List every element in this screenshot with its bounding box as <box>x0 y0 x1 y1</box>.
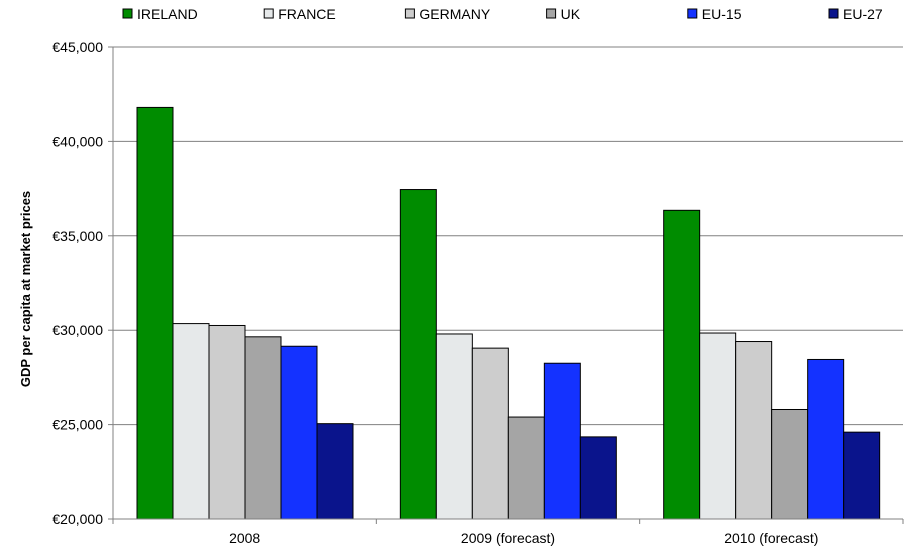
bars <box>136 106 881 520</box>
y-tick-label: €30,000 <box>52 322 103 338</box>
bar-uk-1 <box>244 336 282 520</box>
bar-eu-27-1 <box>316 423 354 520</box>
legend-label: FRANCE <box>278 6 336 22</box>
bar-eu-15-1 <box>280 345 318 520</box>
legend-swatch <box>404 8 415 19</box>
y-tick-label: €20,000 <box>52 511 103 527</box>
legend-label: IRELAND <box>137 6 198 22</box>
bar-eu-27-2 <box>579 436 617 520</box>
legend-swatch <box>828 8 839 19</box>
y-tick-label: €40,000 <box>52 133 103 149</box>
bar-germany-3 <box>735 341 773 520</box>
legend-swatch <box>687 8 698 19</box>
bar-ireland-3 <box>663 209 701 520</box>
bar-france-1 <box>172 323 210 520</box>
axes <box>108 46 904 524</box>
y-tick-labels: €20,000 €25,000 €30,000 €35,000 €40,000 €45,0… <box>52 39 103 527</box>
bar-ireland-2 <box>399 189 437 520</box>
legend: IRELAND FRANCE GERMANY UK EU-15 EU-27 <box>122 6 883 22</box>
bar-eu-15-3 <box>807 358 845 520</box>
legend-swatch <box>122 8 133 19</box>
bar-eu-27-3 <box>843 431 881 520</box>
bar-ireland-1 <box>136 106 174 520</box>
bar-uk-2 <box>507 416 545 520</box>
bar-france-3 <box>699 332 737 520</box>
legend-label: UK <box>561 6 581 22</box>
y-tick-label: €25,000 <box>52 417 103 433</box>
bar-germany-1 <box>208 324 246 520</box>
bar-france-2 <box>435 333 473 520</box>
x-tick-labels: 2008 2009 (forecast) 2010 (forecast) <box>229 530 818 546</box>
x-tick-label: 2010 (forecast) <box>724 530 818 546</box>
y-axis-title: GDP per capita at market prices <box>18 191 33 387</box>
legend-label: EU-27 <box>843 6 883 22</box>
x-tick-label: 2009 (forecast) <box>461 530 555 546</box>
x-tick-label: 2008 <box>229 530 260 546</box>
y-tick-label: €35,000 <box>52 228 103 244</box>
bar-germany-2 <box>471 347 509 520</box>
bar-eu-15-2 <box>543 362 581 520</box>
y-tick-label: €45,000 <box>52 39 103 55</box>
legend-label: GERMANY <box>419 6 490 22</box>
legend-swatch <box>546 8 557 19</box>
legend-label: EU-15 <box>702 6 742 22</box>
bar-uk-3 <box>771 408 809 520</box>
legend-swatch <box>263 8 274 19</box>
